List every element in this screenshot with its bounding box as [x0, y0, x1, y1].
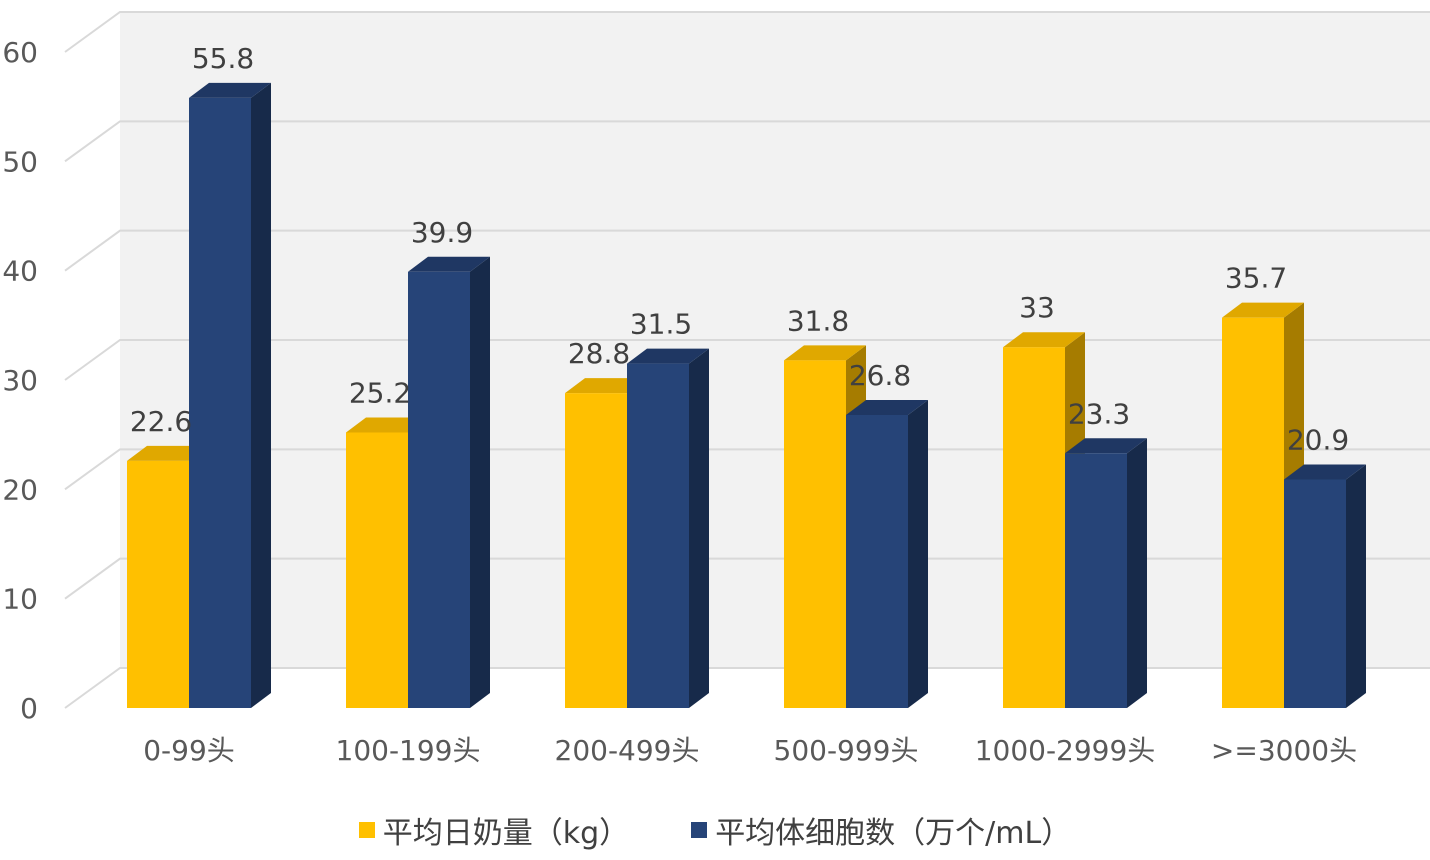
x-tick-label: 200-499头 [555, 734, 700, 767]
bar-somatic-cell [1065, 438, 1147, 708]
legend-label-somatic-cell: 平均体细胞数（万个/mL） [715, 816, 1072, 851]
gridline [64, 339, 1430, 381]
y-axis-tick-labels: 0 10 20 30 40 50 60 [2, 36, 38, 725]
x-tick-label: 100-199头 [336, 734, 481, 767]
y-tick-label: 60 [2, 36, 38, 69]
bar-somatic-cell [846, 399, 928, 708]
data-label-somatic-cell: 26.8 [849, 359, 911, 392]
legend: 平均日奶量（kg） 平均体细胞数（万个/mL） [0, 805, 1430, 855]
y-tick-label: 40 [2, 255, 38, 288]
bar-somatic-cell [1284, 464, 1366, 708]
bar-somatic-cell [189, 82, 271, 709]
x-axis-tick-labels: 0-99头 100-199头 200-499头 500-999头 1000-2999头 >… [143, 734, 1357, 767]
data-label-milk-yield: 28.8 [568, 337, 630, 370]
gridline [64, 120, 1430, 163]
data-label-somatic-cell: 55.8 [192, 42, 254, 75]
gridline [64, 557, 1430, 600]
data-label-somatic-cell: 39.9 [411, 216, 473, 249]
bar-somatic-cell [627, 348, 709, 708]
bar-somatic-cell [408, 256, 490, 708]
legend-swatch-milk-yield [358, 822, 375, 838]
data-label-milk-yield: 33 [1019, 291, 1055, 324]
legend-label-milk-yield: 平均日奶量（kg） [382, 816, 630, 851]
x-tick-label: >=3000头 [1211, 734, 1357, 767]
x-tick-label: 1000-2999头 [975, 734, 1156, 767]
y-tick-label: 50 [2, 145, 38, 178]
legend-item-milk-yield: 平均日奶量（kg） [358, 808, 630, 852]
data-label-milk-yield: 31.8 [787, 304, 849, 337]
data-label-milk-yield: 35.7 [1225, 262, 1287, 295]
gridline [64, 667, 1430, 709]
gridline [64, 448, 1430, 491]
y-tick-label: 30 [2, 364, 38, 397]
data-label-somatic-cell: 20.9 [1287, 423, 1349, 456]
x-tick-label: 0-99头 [143, 734, 235, 767]
data-label-milk-yield: 25.2 [349, 376, 411, 409]
data-label-somatic-cell: 23.3 [1068, 397, 1130, 430]
bars [127, 82, 1366, 709]
y-tick-label: 10 [2, 583, 38, 616]
y-tick-label: 0 [20, 692, 38, 725]
grid-lines [64, 11, 1430, 709]
legend-item-somatic-cell: 平均体细胞数（万个/mL） [691, 808, 1071, 852]
gridline [64, 11, 1430, 53]
x-tick-label: 500-999头 [774, 734, 919, 767]
legend-swatch-somatic-cell [691, 822, 708, 838]
data-label-milk-yield: 22.6 [130, 405, 192, 438]
gridline [64, 229, 1430, 272]
chart-plot: 0 10 20 30 40 50 60 22.6 55.8 25.2 39.9 28.831.5 31… [2, 11, 1430, 767]
data-labels: 22.6 55.8 25.2 39.9 28.831.5 31.826.8 33 23.3 35… [130, 42, 1349, 457]
y-tick-label: 20 [2, 473, 38, 506]
data-label-somatic-cell: 31.5 [630, 308, 692, 341]
